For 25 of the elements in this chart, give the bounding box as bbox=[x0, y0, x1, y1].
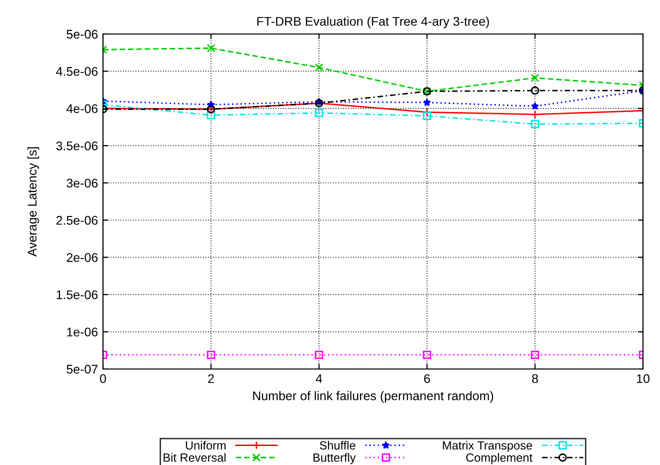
y-tick-label: 4e-06 bbox=[66, 104, 98, 114]
y-tick-label: 3.5e-06 bbox=[56, 141, 98, 150]
y-axis-title: Average Latency [s] bbox=[27, 147, 40, 257]
legend-label: Uniform bbox=[186, 440, 226, 450]
legend-label: Butterfly bbox=[313, 453, 356, 464]
y-tick-label: 1e-06 bbox=[67, 328, 98, 336]
legend-label: Complement bbox=[466, 453, 532, 464]
x-tick-label: 10 bbox=[637, 374, 650, 384]
legend-label: Bit Reversal bbox=[164, 453, 226, 462]
legend-label: Matrix Transpose bbox=[442, 440, 532, 452]
y-tick-label: 5e-06 bbox=[66, 30, 98, 39]
x-tick-label: 6 bbox=[424, 374, 430, 384]
y-tick-label: 2.5e-06 bbox=[56, 216, 98, 225]
y-tick-label: 2e-06 bbox=[66, 253, 98, 262]
y-tick-label: 4.5e-06 bbox=[56, 67, 98, 76]
legend-label: Shuffle bbox=[320, 440, 356, 450]
x-axis-title: Number of link failures (permanent random) bbox=[253, 391, 494, 403]
chart-title: FT-DRB Evaluation (Fat Tree 4-ary 3-tree) bbox=[257, 16, 489, 28]
x-tick-label: 2 bbox=[208, 374, 214, 383]
x-tick-label: 0 bbox=[100, 374, 106, 384]
y-tick-label: 3e-06 bbox=[66, 178, 98, 188]
y-tick-label: 5e-07 bbox=[66, 364, 98, 374]
x-tick-label: 4 bbox=[316, 374, 322, 383]
x-tick-label: 8 bbox=[532, 374, 538, 384]
y-tick-label: 1.5e-06 bbox=[56, 290, 98, 300]
